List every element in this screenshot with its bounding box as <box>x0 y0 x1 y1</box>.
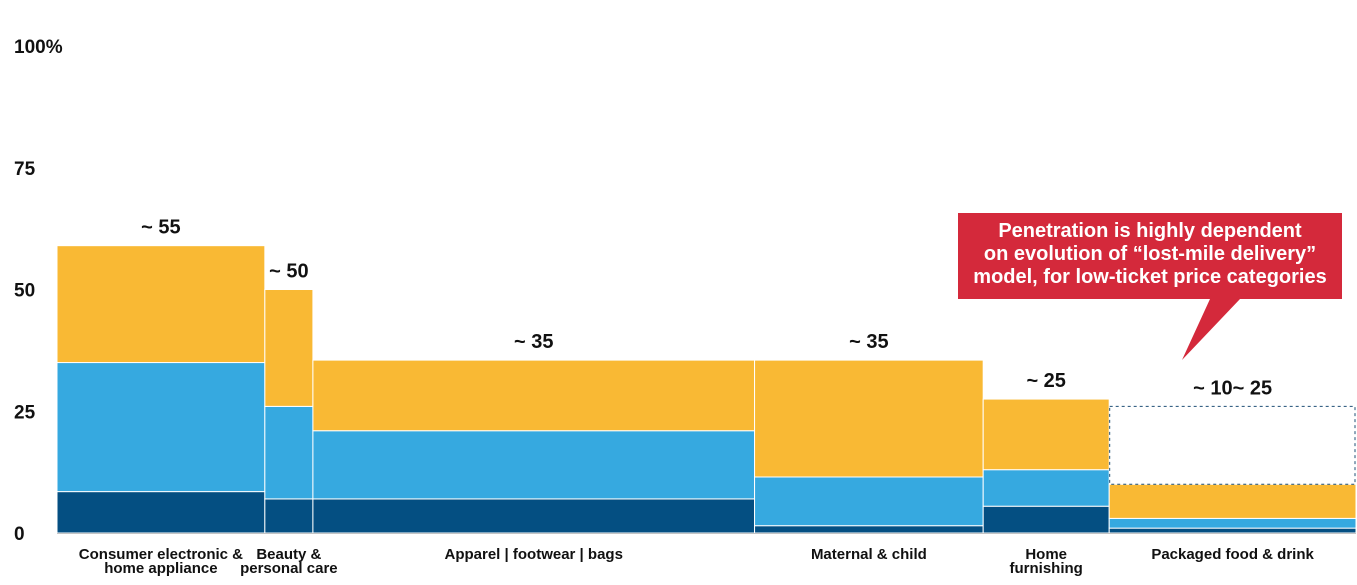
bars <box>56 245 1357 534</box>
bar-segment-top <box>754 359 984 478</box>
category-label: furnishing <box>1010 560 1083 577</box>
category-label: Home <box>1025 546 1067 563</box>
category-total-label: ~ 35 <box>514 331 553 353</box>
y-tick-label: 50 <box>14 281 35 302</box>
bar-segment-middle <box>982 469 1110 507</box>
upper-range-box <box>1109 405 1356 485</box>
category-total-label: ~ 50 <box>269 261 308 283</box>
category-label: Maternal & child <box>811 546 927 563</box>
bar-segment-middle <box>754 476 984 527</box>
bar-segment-top <box>982 398 1110 471</box>
category-total-label: ~ 25 <box>1026 370 1065 392</box>
y-tick-label: 0 <box>14 524 25 545</box>
category-total-labels: ~ 55 ~ 50 ~ 35 ~ 35 ~ 25 ~ 10~ 25 <box>141 217 1272 400</box>
bar-segment-middle <box>1108 517 1357 529</box>
bar-segment-bottom <box>56 491 266 534</box>
category-total-label: ~ 55 <box>141 217 180 239</box>
bar-segment-bottom <box>264 498 314 534</box>
bar-segment-bottom <box>1108 527 1357 534</box>
callout-box <box>958 213 1342 360</box>
bar-segment-middle <box>312 430 756 500</box>
bar-segment-bottom <box>754 525 984 534</box>
category-label: Packaged food & drink <box>1151 546 1314 563</box>
category-label: home appliance <box>104 560 217 577</box>
category-label: personal care <box>240 560 338 577</box>
y-tick-label: 75 <box>14 159 36 180</box>
category-label: Apparel | footwear | bags <box>445 546 623 563</box>
y-tick-label: 100% <box>14 37 63 58</box>
callout-text-line: model, for low-ticket price categories <box>973 266 1326 288</box>
category-label: Beauty & <box>256 546 321 563</box>
bar-segment-bottom <box>312 498 756 534</box>
bar-segment-middle <box>56 362 266 493</box>
bar-segment-middle <box>264 405 314 500</box>
category-total-label: ~ 10~ 25 <box>1193 377 1272 399</box>
callout-text-line: Penetration is highly dependent <box>998 220 1302 242</box>
category-labels: Consumer electronic &home appliance Beaut… <box>79 546 1315 577</box>
category-total-label: ~ 35 <box>849 331 888 353</box>
bar-segment-top <box>312 359 756 432</box>
bar-segment-top <box>1108 483 1357 519</box>
bar-segment-bottom <box>982 505 1110 534</box>
bar-segment-top <box>264 289 314 407</box>
callout-text-line: on evolution of “lost-mile delivery” <box>984 243 1316 265</box>
bar-segment-top <box>56 245 266 364</box>
category-label: Consumer electronic & <box>79 546 243 563</box>
y-tick-label: 25 <box>14 402 36 423</box>
